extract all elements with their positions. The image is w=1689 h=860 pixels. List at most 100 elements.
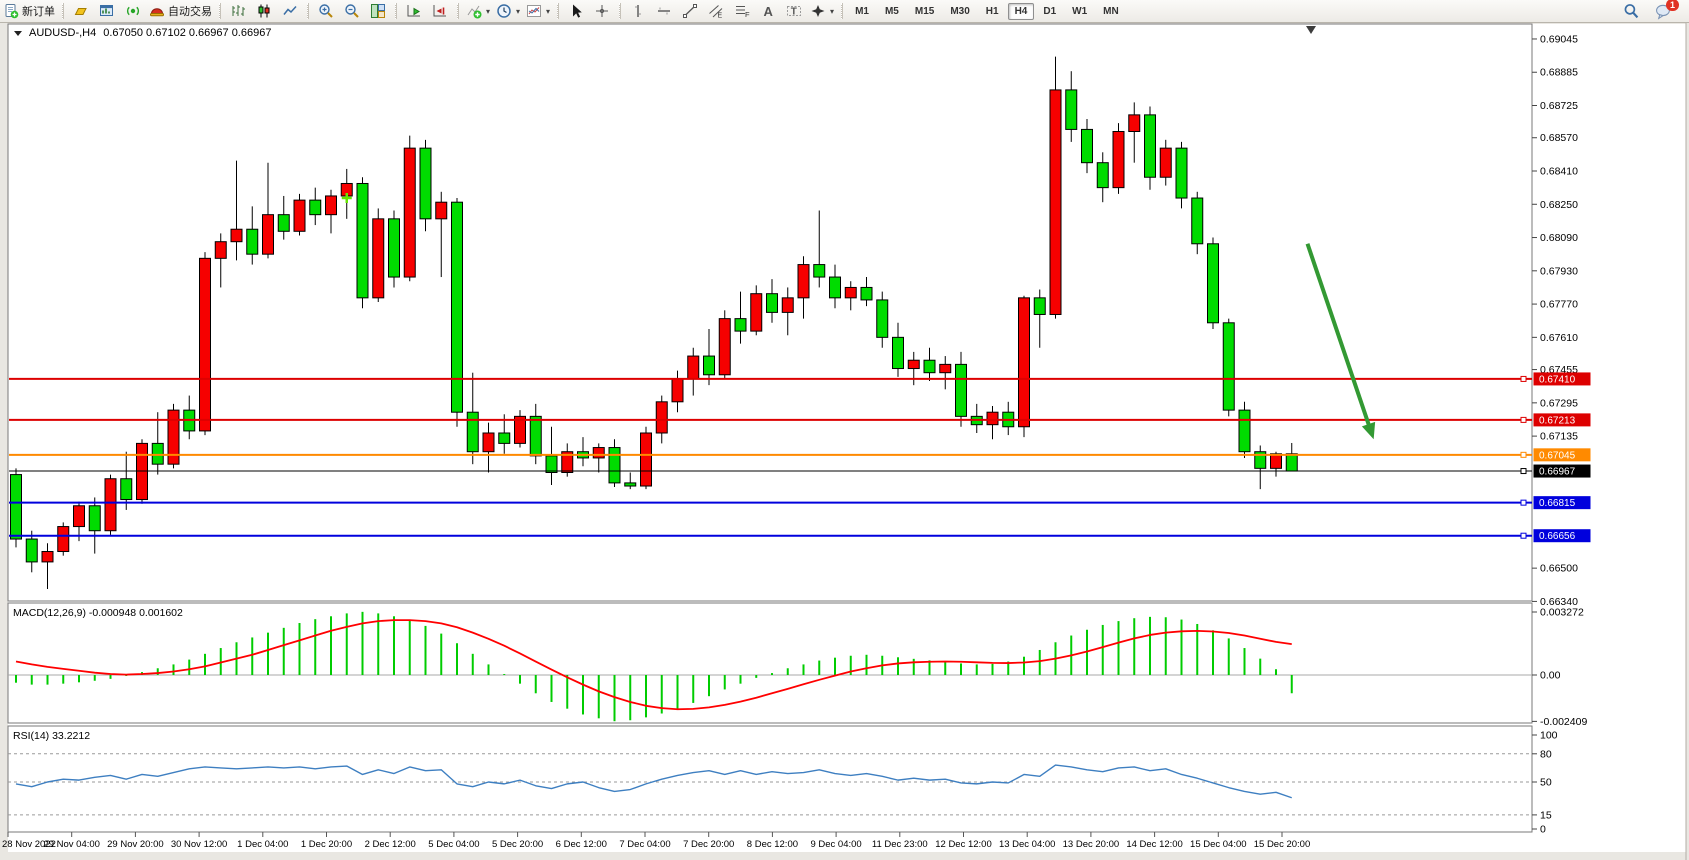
autotrade-button[interactable]: 自动交易 bbox=[146, 1, 215, 21]
timeframe-M30[interactable]: M30 bbox=[950, 5, 970, 17]
symbol-dropdown-icon[interactable] bbox=[14, 30, 22, 36]
horizontal-level-line[interactable]: 0.67045 bbox=[9, 448, 1591, 462]
cursor-tool-button[interactable] bbox=[563, 1, 589, 21]
tile-windows-icon bbox=[371, 4, 385, 18]
candle bbox=[1128, 114, 1141, 132]
candle-chart-mode-button[interactable] bbox=[251, 1, 277, 21]
timeframe-M15[interactable]: M15 bbox=[914, 5, 935, 17]
periods-button[interactable]: ▾ bbox=[493, 1, 523, 21]
indicators-button[interactable]: ▾ bbox=[463, 1, 493, 21]
new-order-button[interactable]: 新订单 bbox=[0, 1, 58, 21]
candle bbox=[844, 286, 857, 299]
toolbar-separator bbox=[395, 3, 397, 19]
chart-shift-button[interactable] bbox=[427, 1, 453, 21]
indicators-icon bbox=[467, 5, 482, 19]
svg-text:12 Dec 12:00: 12 Dec 12:00 bbox=[935, 839, 992, 850]
svg-text:80: 80 bbox=[1540, 748, 1552, 760]
candle bbox=[1049, 89, 1062, 315]
crosshair-tool-button[interactable] bbox=[589, 1, 615, 21]
notifications-button[interactable]: 1 bbox=[1653, 0, 1679, 21]
svg-text:50: 50 bbox=[1540, 777, 1552, 789]
svg-text:F: F bbox=[745, 10, 750, 19]
fibonacci-tool-button[interactable]: F bbox=[729, 1, 755, 21]
svg-text:0.67135: 0.67135 bbox=[1540, 431, 1578, 443]
timeframe-H4[interactable]: H4 bbox=[1007, 2, 1035, 20]
chevron-down-icon[interactable]: ▾ bbox=[546, 6, 551, 16]
templates-button[interactable]: ▾ bbox=[523, 1, 553, 21]
candle bbox=[592, 447, 605, 459]
toolbar-groups: 新订单 自动交易 ▾ ▾ ▾ E F A T ▾ M1 M5 M15 M30 H1 H4 D1 W1 MN bbox=[0, 0, 1127, 22]
candle bbox=[766, 293, 778, 313]
gold-button[interactable] bbox=[68, 1, 94, 21]
horizontal-level-line[interactable]: 0.67410 bbox=[9, 372, 1591, 386]
line-chart-mode-button[interactable] bbox=[277, 1, 303, 21]
chevron-down-icon[interactable]: ▾ bbox=[516, 6, 521, 16]
candle bbox=[1222, 322, 1235, 411]
text-tool-button[interactable]: A bbox=[755, 1, 781, 21]
chart-shift-marker[interactable] bbox=[1306, 26, 1316, 34]
svg-text:0.67770: 0.67770 bbox=[1540, 299, 1578, 311]
line-chart-icon bbox=[283, 5, 297, 15]
horizontal-level-line[interactable]: 0.66815 bbox=[9, 496, 1591, 510]
toolbar-separator bbox=[62, 3, 64, 19]
plus-marker-annotation[interactable] bbox=[341, 193, 352, 204]
auto-scroll-button[interactable] bbox=[401, 1, 427, 21]
toolbar-separator bbox=[557, 3, 560, 19]
trendline-tool-button[interactable] bbox=[677, 1, 703, 21]
candle bbox=[41, 551, 54, 563]
horizontal-line-tool-button[interactable] bbox=[651, 1, 677, 21]
timeframe-M1[interactable]: M1 bbox=[855, 5, 869, 17]
candle bbox=[1254, 451, 1267, 469]
candle bbox=[1096, 162, 1109, 189]
horizontal-level-line[interactable]: 0.66967 bbox=[9, 464, 1591, 478]
svg-text:0.67213: 0.67213 bbox=[1539, 415, 1576, 426]
shapes-tool-button[interactable]: ▾ bbox=[807, 1, 837, 21]
zoom-in-button[interactable] bbox=[313, 1, 339, 21]
timeframe-D1[interactable]: D1 bbox=[1043, 5, 1057, 17]
trend-arrow-annotation[interactable] bbox=[1305, 243, 1376, 440]
candle bbox=[561, 451, 574, 474]
candle bbox=[1175, 147, 1188, 199]
zoom-out-icon bbox=[345, 4, 359, 18]
channel-tool-button[interactable]: E bbox=[703, 1, 729, 21]
candle bbox=[419, 147, 432, 220]
candle bbox=[892, 336, 904, 370]
timeframe-MN[interactable]: MN bbox=[1103, 5, 1119, 17]
signal-button[interactable] bbox=[120, 1, 146, 21]
zoom-out-button[interactable] bbox=[339, 1, 365, 21]
tile-windows-button[interactable] bbox=[365, 1, 391, 21]
horizontal-level-line[interactable]: 0.66656 bbox=[9, 529, 1591, 543]
candle bbox=[545, 455, 558, 474]
label-tool-button[interactable]: T bbox=[781, 1, 807, 21]
candle bbox=[813, 264, 826, 278]
candle bbox=[923, 359, 936, 374]
chevron-down-icon[interactable]: ▾ bbox=[830, 6, 835, 16]
candle bbox=[1238, 409, 1251, 453]
timeframe-H1[interactable]: H1 bbox=[985, 5, 999, 17]
toolbar-separator bbox=[307, 3, 309, 19]
svg-text:1 Dec 20:00: 1 Dec 20:00 bbox=[301, 839, 352, 850]
timeframe-M5[interactable]: M5 bbox=[884, 5, 899, 17]
candle bbox=[1081, 128, 1093, 164]
candle bbox=[1191, 197, 1204, 245]
chart-window-icon bbox=[100, 5, 113, 16]
horizontal-level-line[interactable]: 0.67213 bbox=[9, 413, 1591, 427]
svg-text:28 Nov 2022: 28 Nov 2022 bbox=[2, 839, 56, 850]
search-button[interactable] bbox=[1621, 1, 1641, 21]
rsi-axis: 100 80 50 15 0 bbox=[1532, 730, 1558, 836]
chart-window-button[interactable] bbox=[94, 1, 120, 21]
svg-text:0.66340: 0.66340 bbox=[1540, 596, 1578, 608]
candle bbox=[388, 218, 400, 278]
bar-chart-mode-button[interactable] bbox=[225, 1, 251, 21]
text-label-icon: T bbox=[787, 6, 802, 18]
svg-text:0.66500: 0.66500 bbox=[1540, 563, 1578, 575]
fibonacci-icon: F bbox=[736, 6, 750, 19]
timeframe-W1[interactable]: W1 bbox=[1072, 5, 1088, 17]
candle bbox=[860, 286, 873, 301]
svg-text:0.67045: 0.67045 bbox=[1539, 450, 1576, 461]
bar-chart-icon bbox=[232, 5, 245, 16]
vertical-line-tool-button[interactable] bbox=[625, 1, 651, 21]
svg-text:7 Dec 20:00: 7 Dec 20:00 bbox=[683, 839, 734, 850]
chevron-down-icon[interactable]: ▾ bbox=[486, 6, 491, 16]
